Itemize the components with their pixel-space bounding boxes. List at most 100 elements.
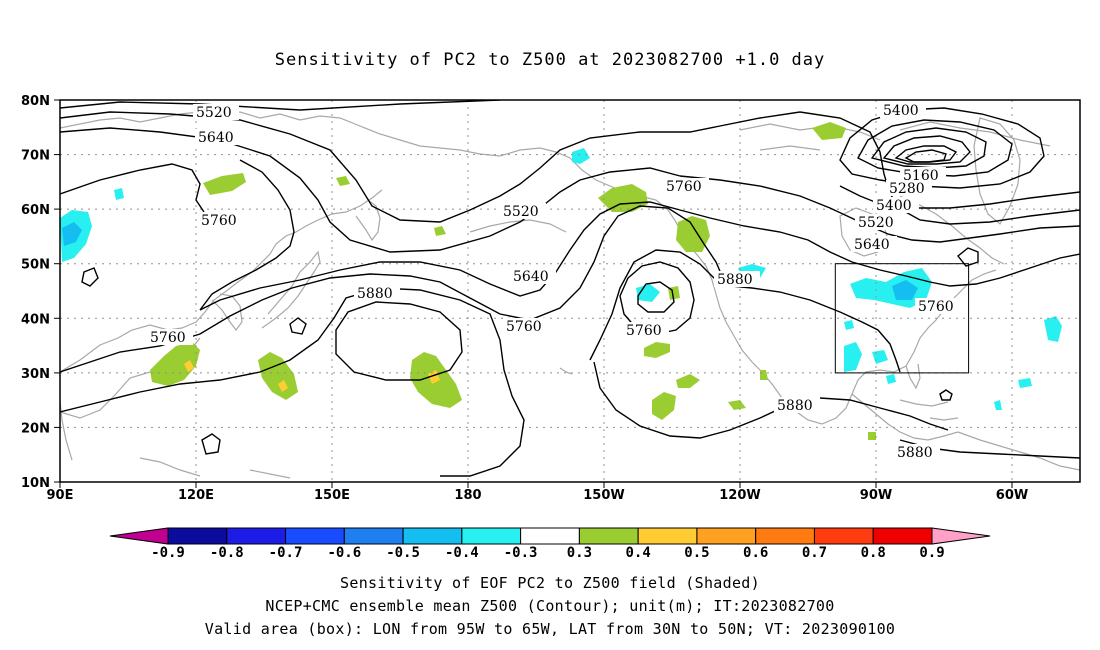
colorbar-cell — [343, 527, 404, 545]
colorbar-cell — [755, 527, 815, 545]
shade-negative-region — [886, 374, 896, 384]
contour-5880-pacific-north — [60, 205, 723, 373]
lon-label: 120W — [719, 488, 760, 503]
lon-label: 150W — [583, 488, 624, 503]
lat-label: 40N — [21, 312, 50, 327]
svg-text:5400: 5400 — [883, 103, 919, 119]
contour-small-high-china — [201, 433, 221, 455]
shade-negative-region — [636, 284, 660, 302]
shade-positive-region — [760, 370, 768, 380]
shade-positive-region — [336, 176, 350, 186]
colorbar-label: 0.6 — [743, 545, 768, 561]
lat-axis-labels: 80N 70N 60N 50N 40N 30N 20N 10N — [21, 94, 50, 491]
contour-small-high-asia — [81, 267, 99, 287]
lat-label: 80N — [21, 94, 50, 109]
contour-5880-eastern — [593, 361, 949, 439]
plot-frame — [59, 99, 1081, 483]
svg-text:5520: 5520 — [858, 215, 894, 231]
shade-negative-region — [62, 222, 82, 246]
svg-text:5760: 5760 — [201, 213, 237, 229]
coastline-south-asia — [60, 399, 73, 461]
contour-5760-asia-north — [199, 159, 295, 311]
contour-label: 5520 — [855, 214, 901, 231]
svg-text:5400: 5400 — [876, 198, 912, 214]
lat-label: 10N — [21, 476, 50, 491]
svg-text:5760: 5760 — [506, 319, 542, 335]
coastline-kamchatka — [355, 199, 381, 242]
coastline-central-america — [851, 393, 959, 441]
svg-text:5880: 5880 — [897, 445, 933, 461]
svg-text:5760: 5760 — [626, 323, 662, 339]
contour-label: 5520 — [500, 203, 546, 220]
shade-positive-region — [812, 122, 846, 140]
caption-line-2: NCEP+CMC ensemble mean Z500 (Contour); u… — [265, 597, 835, 615]
svg-text:5760: 5760 — [666, 179, 702, 195]
contour-label: 5760 — [623, 322, 669, 339]
svg-text:5640: 5640 — [854, 237, 890, 253]
contour-5760-pacific-loop-mid — [199, 201, 681, 311]
colorbar-label: 0.3 — [567, 545, 592, 561]
colorbar-label: 0.4 — [626, 545, 651, 561]
colorbar-label: 0.5 — [684, 545, 709, 561]
coastline-japan — [261, 250, 321, 329]
contour-label: 5760 — [915, 298, 961, 315]
shade-high-positive-region — [278, 380, 288, 392]
contour-low-inner-5160 — [904, 149, 947, 163]
coastline-greenland — [973, 117, 1021, 225]
shade-negative-region — [994, 400, 1002, 410]
shade-negative-region — [872, 350, 888, 364]
contour-label: 5760 — [147, 329, 193, 346]
colorbar-label: -0.9 — [151, 545, 185, 561]
colorbar-low-end — [109, 527, 169, 545]
colorbar-cells — [167, 527, 933, 545]
coastline-florida — [905, 363, 921, 390]
lon-axis-labels: 90E 120E 150E 180 150W 120W 90W 60W — [47, 488, 1029, 503]
shade-positive-region — [676, 216, 710, 252]
lat-label: 50N — [21, 258, 50, 273]
colorbar-cell — [578, 527, 639, 545]
coastline-caribbean — [899, 399, 959, 421]
shade-positive-region — [150, 342, 200, 386]
coastline-aleutians — [469, 219, 567, 233]
contour-5640-west — [60, 127, 681, 253]
colorbar-cell — [461, 527, 522, 545]
contour-label: 5640 — [195, 129, 241, 146]
contour-label: 5880 — [714, 271, 760, 288]
shade-high-positive-region — [184, 360, 194, 372]
contour-5880-closed-high — [335, 301, 463, 381]
svg-text:5520: 5520 — [503, 204, 539, 220]
colorbar-label: 0.7 — [802, 545, 827, 561]
svg-text:5880: 5880 — [357, 286, 393, 302]
shade-negative-region — [844, 342, 862, 372]
contour-label: 5760 — [663, 178, 709, 195]
svg-text:5280: 5280 — [889, 181, 925, 197]
contour-label: 5880 — [354, 285, 400, 302]
coastline-maritime — [139, 457, 291, 479]
lon-label: 180 — [454, 488, 481, 503]
contour-label-layer: 5520 5640 5760 5520 5760 5640 5880 5760 … — [147, 102, 961, 461]
shade-negative-region — [1044, 316, 1062, 342]
colorbar-high-end — [931, 527, 991, 545]
caption-line-1: Sensitivity of EOF PC2 to Z500 field (Sh… — [340, 574, 760, 592]
valid-area-box — [834, 263, 970, 374]
shade-positive-region — [868, 432, 876, 440]
lon-label: 90W — [860, 488, 892, 503]
shade-negative-region — [114, 188, 124, 200]
axis-ticks — [54, 99, 1013, 488]
contour-label: 5280 — [886, 180, 932, 197]
contour-5520-west — [60, 111, 801, 223]
contour-5760-north-america — [679, 209, 1080, 287]
colorbar-label: -0.7 — [269, 545, 303, 561]
colorbar-cell — [226, 527, 287, 545]
shade-negative-region — [1018, 378, 1032, 388]
colorbar-label: 0.9 — [919, 545, 944, 561]
lon-label: 120E — [178, 488, 214, 503]
lat-label: 30N — [21, 367, 50, 382]
colorbar-cell — [402, 527, 463, 545]
contour-label: 5760 — [198, 212, 244, 229]
shade-positive-region — [434, 226, 446, 236]
contour-5640-north-america — [679, 175, 1080, 243]
contour-5400-north — [60, 100, 501, 111]
coastline-asia-east — [60, 189, 383, 373]
